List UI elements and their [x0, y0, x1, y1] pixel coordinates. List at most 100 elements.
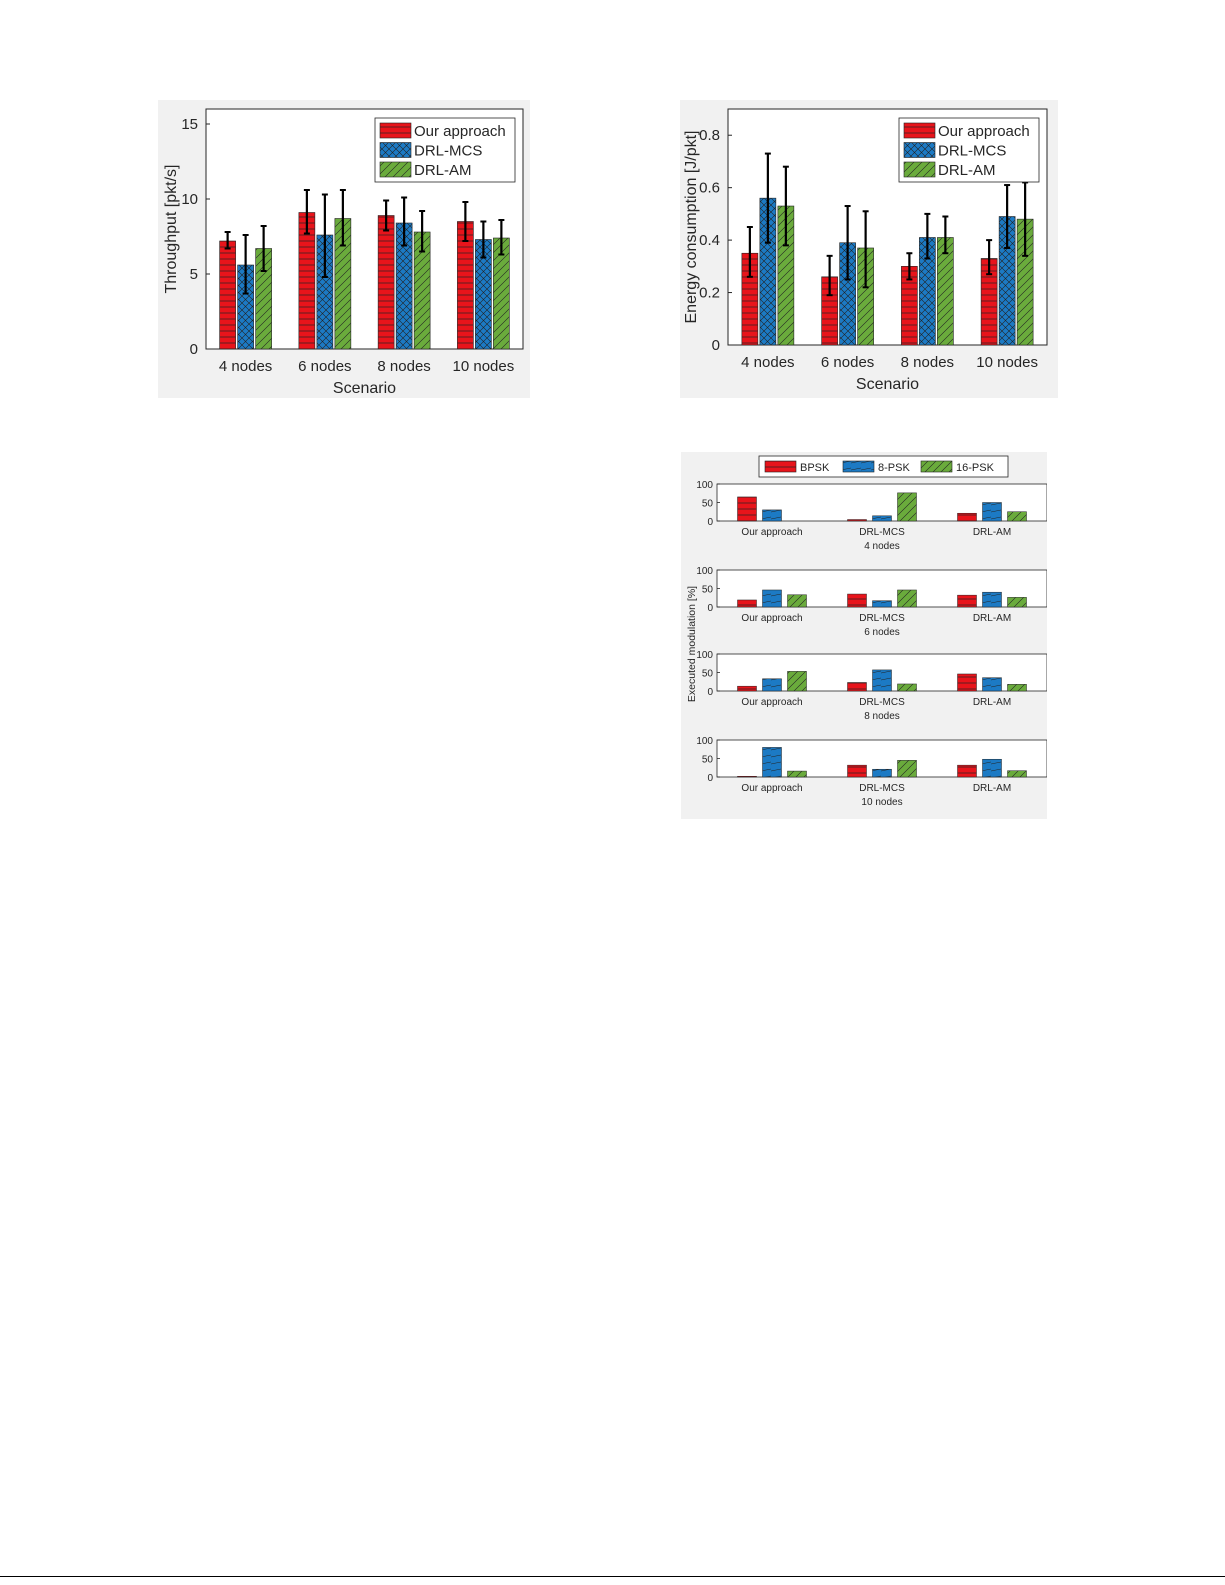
y-tick-label: 50 — [702, 585, 714, 596]
bar-hatch-drl-mcs — [839, 242, 856, 345]
legend-label-drl-mcs: DRL-MCS — [414, 143, 482, 160]
y-tick-label: 100 — [696, 480, 713, 491]
bar-hatch-8-psk — [762, 747, 782, 777]
legend-swatch-hatch — [904, 142, 935, 158]
x-tick-label: DRL-MCS — [859, 783, 905, 794]
x-tick-label: Our approach — [741, 783, 802, 794]
y-tick-label: 0.8 — [699, 127, 720, 144]
bar-hatch-8-psk — [872, 769, 892, 777]
legend-swatch-hatch — [904, 123, 935, 138]
legend-swatch-hatch — [765, 461, 796, 472]
y-tick-label: 0 — [707, 517, 713, 528]
legend-swatch-hatch — [380, 123, 411, 138]
bar-hatch-bpsk — [957, 595, 977, 607]
bar-hatch-8-psk — [762, 678, 782, 691]
bar-hatch-16-psk — [897, 589, 917, 607]
y-tick-label: 0 — [707, 603, 713, 614]
legend-swatch-hatch — [904, 162, 935, 177]
y-tick-label: 100 — [696, 736, 713, 747]
bar-hatch-bpsk — [957, 765, 977, 777]
x-tick-label: 4 nodes — [219, 358, 272, 375]
x-tick-label: 4 nodes — [741, 354, 794, 371]
x-tick-label: 8 nodes — [377, 358, 430, 375]
panel-x-title: 8 nodes — [864, 711, 900, 722]
y-tick-label: 50 — [702, 669, 714, 680]
bar-hatch-bpsk — [737, 776, 757, 777]
x-tick-label: 10 nodes — [453, 358, 515, 375]
x-tick-label: DRL-AM — [973, 783, 1011, 794]
bar-hatch-bpsk — [847, 682, 867, 691]
x-tick-label: DRL-AM — [973, 697, 1011, 708]
panel-x-title: 6 nodes — [864, 627, 900, 638]
x-tick-label: DRL-AM — [973, 527, 1011, 538]
bar-hatch-16-psk — [787, 594, 807, 607]
bar-hatch-16-psk — [897, 683, 917, 691]
bar-hatch-8-psk — [762, 589, 782, 607]
y-tick-label: 50 — [702, 755, 714, 766]
y-tick-label: 100 — [696, 566, 713, 577]
bar-hatch-drl-am — [414, 232, 431, 349]
legend-swatch-hatch — [380, 162, 411, 177]
y-tick-label: 10 — [181, 191, 198, 208]
bar-hatch-our-approach — [981, 258, 998, 345]
bar-hatch-drl-mcs — [475, 239, 492, 349]
executed-modulation-chart: BPSK 8-PSK 16-PSK 0 50 100 Our approach DRL-MCS… — [681, 452, 1048, 819]
x-tick-label: 10 nodes — [976, 354, 1038, 371]
x-tick-label: Our approach — [741, 527, 802, 538]
legend-label-our-approach: Our approach — [414, 123, 506, 140]
legend-label-16-psk: 16-PSK — [956, 462, 995, 474]
x-tick-label: 6 nodes — [298, 358, 351, 375]
legend-label-bpsk: BPSK — [800, 462, 830, 474]
bar-hatch-drl-am — [857, 247, 874, 345]
bar-hatch-bpsk — [847, 594, 867, 607]
throughput-chart: 0 5 10 15 4 nodes 6 nodes 8 nodes 10 nodes Scena… — [158, 100, 530, 398]
y-tick-label: 0.6 — [699, 180, 720, 197]
bar-hatch-bpsk — [737, 496, 757, 521]
x-tick-label: 6 nodes — [821, 354, 874, 371]
bar-hatch-8-psk — [982, 502, 1002, 521]
y-tick-label: 0 — [190, 341, 198, 358]
bar-hatch-drl-mcs — [759, 198, 776, 345]
legend-label-drl-am: DRL-AM — [414, 162, 472, 179]
bar-hatch-bpsk — [847, 519, 867, 521]
x-tick-label: DRL-AM — [973, 613, 1011, 624]
bar-hatch-drl-mcs — [316, 235, 333, 349]
y-tick-label: 0.2 — [699, 285, 720, 302]
y-tick-label: 0.4 — [699, 232, 720, 249]
executed-modulation-chart-svg: BPSK 8-PSK 16-PSK 0 50 100 Our approach DRL-MCS… — [686, 455, 1048, 808]
page-bottom-rule — [0, 1576, 1225, 1577]
y-tick-label: 100 — [696, 650, 713, 661]
x-tick-label: DRL-MCS — [859, 613, 905, 624]
y-tick-label: 0 — [707, 773, 713, 784]
legend-swatch-hatch — [921, 461, 952, 472]
bar-hatch-our-approach — [741, 253, 758, 345]
bar-hatch-16-psk — [897, 760, 917, 777]
x-tick-label: Our approach — [741, 697, 802, 708]
y-axis-title: Executed modulation [%] — [686, 586, 698, 702]
bar-hatch-our-approach — [298, 212, 315, 349]
bar-hatch-bpsk — [957, 673, 977, 691]
bar-hatch-drl-mcs — [396, 223, 413, 349]
bar-hatch-drl-am — [777, 206, 794, 345]
bar-hatch-drl-am — [937, 237, 954, 345]
panel-x-title: 4 nodes — [864, 541, 900, 552]
bar-hatch-our-approach — [378, 215, 395, 349]
x-tick-label: Our approach — [741, 613, 802, 624]
bar-hatch-8-psk — [982, 759, 1002, 777]
throughput-chart-svg: 0 5 10 15 4 nodes 6 nodes 8 nodes 10 nodes Scena… — [163, 108, 524, 397]
bar-hatch-16-psk — [1007, 684, 1027, 691]
x-tick-label: DRL-MCS — [859, 527, 905, 538]
y-tick-label: 50 — [702, 499, 714, 510]
bar-hatch-8-psk — [872, 515, 892, 521]
y-axis-title: Energy consumption [J/pkt] — [683, 131, 700, 324]
bar-hatch-bpsk — [737, 599, 757, 607]
energy-consumption-chart: 0 0.2 0.4 0.6 0.8 4 nodes 6 nodes 8 nodes 10 nod… — [680, 100, 1058, 398]
bar-hatch-bpsk — [957, 513, 977, 521]
bar-hatch-drl-am — [493, 238, 510, 349]
x-axis-title: Scenario — [333, 380, 396, 397]
bar-hatch-our-approach — [901, 266, 918, 345]
legend-swatch-hatch — [843, 461, 874, 472]
bar-hatch-8-psk — [982, 677, 1002, 691]
y-tick-label: 5 — [190, 266, 198, 283]
x-tick-label: 8 nodes — [901, 354, 954, 371]
